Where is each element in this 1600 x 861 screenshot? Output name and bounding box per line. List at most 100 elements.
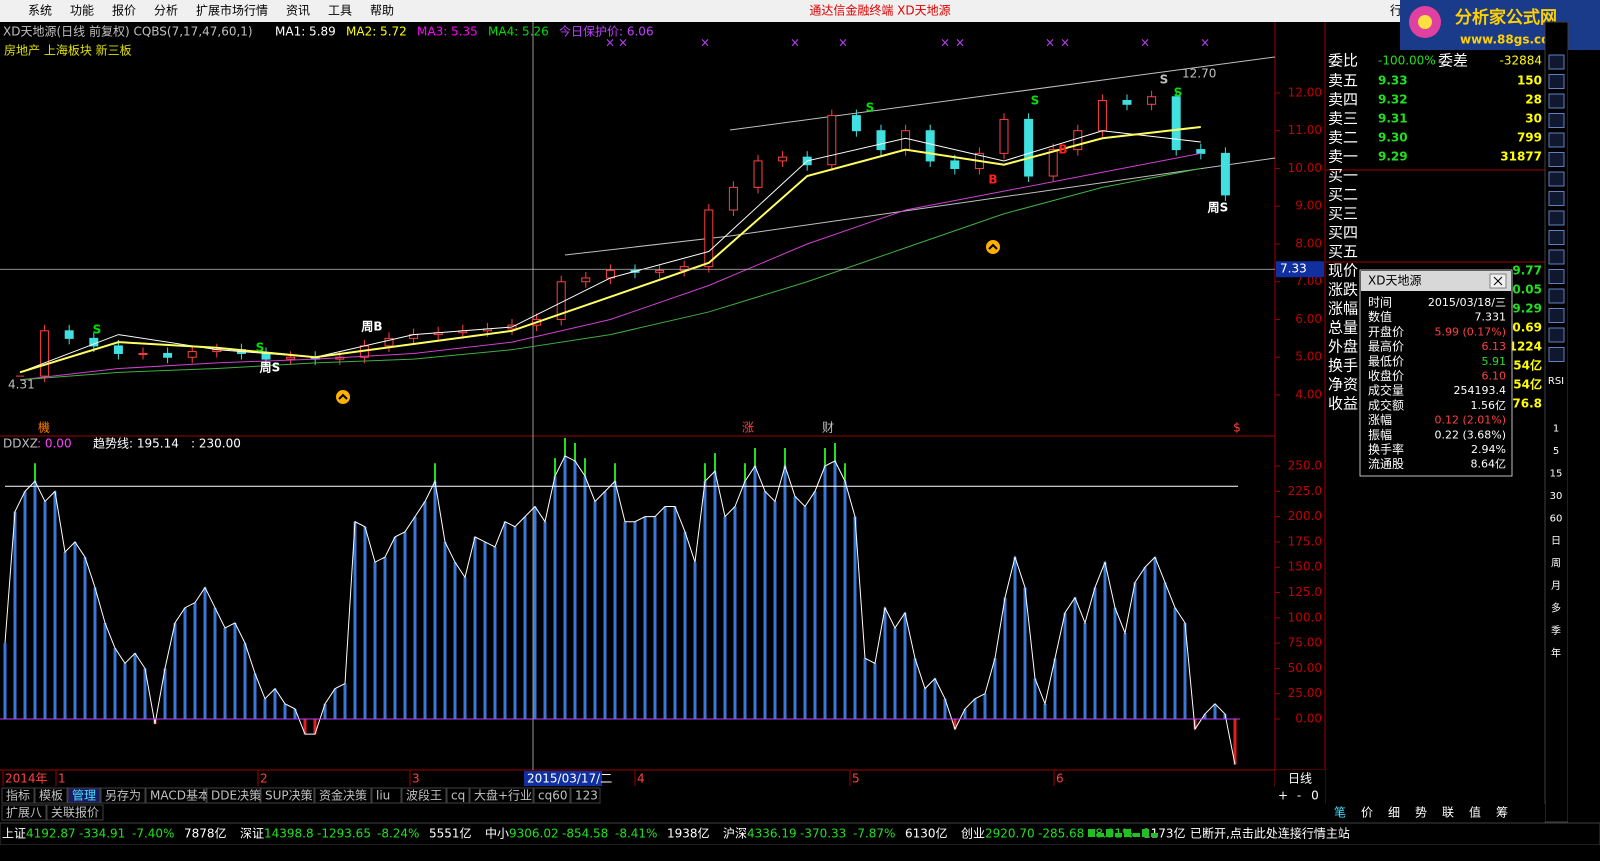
toolbar-icon[interactable] — [1548, 74, 1565, 89]
tab[interactable] — [314, 787, 372, 804]
bottom-tab[interactable]: 细 — [1388, 806, 1400, 820]
toolbar-icon[interactable] — [1548, 171, 1565, 187]
popup-key: 最高价 — [1368, 339, 1404, 354]
tab[interactable] — [260, 787, 315, 804]
toolbar-icon[interactable] — [1548, 308, 1565, 323]
tab[interactable] — [1, 804, 47, 821]
indicator-bar — [1123, 632, 1127, 720]
signal-arrow — [986, 240, 1000, 254]
indicator-bar — [43, 501, 47, 720]
menu-item[interactable]: 功能 — [70, 4, 94, 18]
toolbar-icon[interactable] — [1548, 210, 1565, 226]
tab-label[interactable]: 指标 — [6, 788, 30, 803]
toolbar-icon[interactable] — [1548, 230, 1565, 245]
toolbar-icon[interactable] — [1548, 54, 1565, 70]
tab-label[interactable]: 另存为 — [105, 789, 141, 803]
period-label[interactable]: 日线 — [1288, 772, 1312, 786]
toolbar-icon[interactable] — [1548, 93, 1565, 109]
signal-label: S — [1174, 86, 1183, 100]
toolbar-icon[interactable] — [1548, 113, 1565, 128]
tab[interactable] — [469, 787, 534, 804]
tab[interactable] — [206, 787, 261, 804]
date-label: 4 — [637, 772, 645, 786]
menu-item[interactable]: 工具 — [328, 4, 352, 18]
tab[interactable] — [401, 787, 447, 804]
candle — [138, 352, 148, 355]
toolbar-icon[interactable] — [1548, 288, 1565, 304]
tab-label[interactable]: 扩展八 — [6, 806, 42, 820]
toolbar-item[interactable]: 60 — [1550, 514, 1563, 525]
toolbar-item[interactable]: 年 — [1551, 647, 1561, 660]
bottom-tab[interactable]: 笔 — [1334, 805, 1346, 820]
tab-label[interactable]: 资金决策 — [319, 788, 367, 803]
zoom-button[interactable]: - — [1297, 789, 1301, 803]
toolbar-item[interactable]: 月 — [1551, 580, 1561, 592]
indicator-bar — [883, 607, 887, 720]
bottom-tab[interactable]: 联 — [1442, 806, 1454, 820]
zoom-button[interactable]: 0 — [1311, 789, 1319, 803]
bottom-tab[interactable]: 势 — [1415, 806, 1427, 820]
toolbar-item[interactable]: 30 — [1550, 491, 1563, 502]
toolbar-item[interactable]: 1 — [1553, 424, 1559, 435]
tab-label[interactable]: SUP决策 — [265, 789, 313, 803]
status-amount: 7878亿 — [184, 826, 227, 841]
tab-label[interactable]: cq — [451, 789, 465, 803]
tab-label[interactable]: 大盘+行业 — [474, 788, 532, 803]
bottom-tab[interactable]: 值 — [1469, 805, 1481, 820]
tab[interactable] — [570, 787, 601, 804]
toolbar-icon[interactable] — [1548, 347, 1565, 362]
menu-item[interactable]: 帮助 — [370, 4, 394, 18]
toolbar-item[interactable]: 多 — [1551, 602, 1561, 615]
tab[interactable] — [46, 804, 104, 821]
tab[interactable] — [34, 787, 68, 804]
status-bottom — [0, 845, 1600, 861]
menu-right[interactable]: 行 — [1390, 4, 1402, 18]
tab-label[interactable]: 123 — [575, 789, 598, 803]
tab[interactable] — [371, 787, 402, 804]
menu-item[interactable]: 分析 — [154, 4, 178, 18]
candle — [187, 351, 197, 358]
toolbar-icon[interactable] — [1548, 152, 1565, 167]
tab-label[interactable]: liu — [376, 789, 390, 803]
tab[interactable] — [100, 787, 146, 804]
toolbar-icon[interactable] — [1548, 191, 1565, 206]
tab-label[interactable]: DDE决策 — [211, 789, 261, 803]
toolbar-item[interactable]: 5 — [1553, 446, 1559, 457]
tab-label[interactable]: 波段王 — [406, 788, 442, 803]
menu-item[interactable]: 系统 — [28, 4, 52, 18]
bottom-tab[interactable]: 价 — [1361, 806, 1373, 820]
bottom-tab[interactable]: 筹 — [1496, 806, 1508, 820]
indicator-bar — [593, 501, 597, 720]
toolbar-item[interactable]: 季 — [1551, 625, 1561, 637]
y-tick-label: 100.0 — [1288, 610, 1322, 624]
channel-lower — [729, 157, 1276, 237]
tab[interactable] — [533, 787, 571, 804]
status-connection[interactable]: 已断开,点击此处连接行情主站 — [1190, 826, 1350, 841]
signal-label: S — [93, 323, 102, 337]
toolbar-icon[interactable] — [1548, 269, 1565, 284]
tab-label[interactable]: cq60 — [538, 789, 567, 803]
tab[interactable] — [446, 787, 470, 804]
top-mark: × — [1045, 36, 1055, 50]
toolbar-icon[interactable] — [1548, 132, 1565, 148]
tab-label[interactable]: 模板 — [39, 789, 63, 803]
menu-item[interactable]: 扩展市场行情 — [196, 3, 268, 18]
tab[interactable] — [145, 787, 207, 804]
tab-label[interactable]: 管理 — [72, 788, 96, 803]
menu-item[interactable]: 报价 — [112, 3, 136, 18]
toolbar-icon[interactable] — [1548, 327, 1565, 343]
tab[interactable] — [67, 787, 101, 804]
menu-item[interactable]: 资讯 — [286, 4, 310, 18]
tab-label[interactable]: 关联报价 — [51, 805, 99, 820]
stat-value: 9.29 — [1512, 302, 1542, 316]
tab[interactable] — [1, 787, 35, 804]
high-label: 12.70 — [1182, 67, 1216, 81]
toolbar-item[interactable]: 日 — [1551, 536, 1561, 547]
popup-value: 0.22 (3.68%) — [1434, 428, 1506, 441]
toolbar-item[interactable]: 15 — [1550, 469, 1563, 480]
toolbar-icon[interactable] — [1548, 249, 1565, 265]
tab-label[interactable]: MACD基本 — [150, 789, 210, 803]
zoom-button[interactable]: + — [1278, 789, 1288, 803]
toolbar-item[interactable]: 周 — [1551, 558, 1561, 570]
toolbar-item[interactable]: RSI — [1548, 376, 1564, 387]
